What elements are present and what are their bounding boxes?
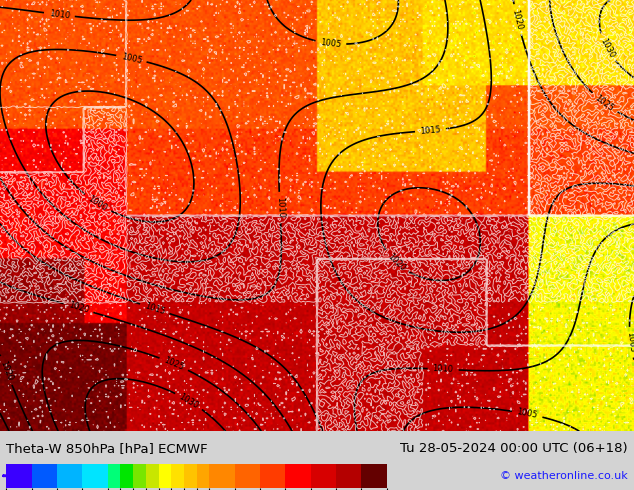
Bar	[361, 464, 387, 488]
Bar	[171, 464, 184, 488]
Bar	[336, 464, 361, 488]
Bar	[146, 464, 158, 488]
Text: 1030: 1030	[598, 36, 616, 59]
Bar	[120, 464, 133, 488]
Text: Theta-W 850hPa [hPa] ECMWF: Theta-W 850hPa [hPa] ECMWF	[6, 442, 208, 455]
Bar	[82, 464, 108, 488]
Bar	[235, 464, 260, 488]
Text: 1005: 1005	[320, 38, 342, 49]
Bar	[285, 464, 311, 488]
Text: 1030: 1030	[178, 392, 200, 410]
Text: 1015: 1015	[143, 301, 166, 317]
Text: 1025: 1025	[162, 356, 185, 372]
Bar	[108, 464, 120, 488]
Bar	[209, 464, 235, 488]
Bar	[158, 464, 171, 488]
Text: 1005: 1005	[516, 408, 538, 420]
Text: 1000: 1000	[86, 194, 109, 213]
Bar	[6, 464, 32, 488]
Bar	[184, 464, 197, 488]
Text: 1020: 1020	[510, 8, 524, 30]
Bar	[260, 464, 285, 488]
Text: 1005: 1005	[624, 331, 634, 353]
Bar	[311, 464, 336, 488]
Text: 1020: 1020	[0, 359, 15, 382]
Text: 1005: 1005	[120, 52, 143, 65]
Text: © weatheronline.co.uk: © weatheronline.co.uk	[500, 471, 628, 481]
Text: 1015: 1015	[420, 125, 441, 136]
Bar	[197, 464, 209, 488]
Text: 1020: 1020	[385, 252, 406, 272]
Bar	[32, 464, 57, 488]
Bar	[57, 464, 82, 488]
Text: Tu 28-05-2024 00:00 UTC (06+18): Tu 28-05-2024 00:00 UTC (06+18)	[400, 442, 628, 455]
Text: 1010: 1010	[48, 9, 70, 21]
Bar	[361, 464, 387, 488]
Text: 1010: 1010	[432, 364, 454, 374]
Bar	[133, 464, 146, 488]
Text: 1025: 1025	[593, 93, 616, 113]
Text: 1010: 1010	[275, 196, 285, 218]
Text: 1020: 1020	[67, 301, 90, 315]
